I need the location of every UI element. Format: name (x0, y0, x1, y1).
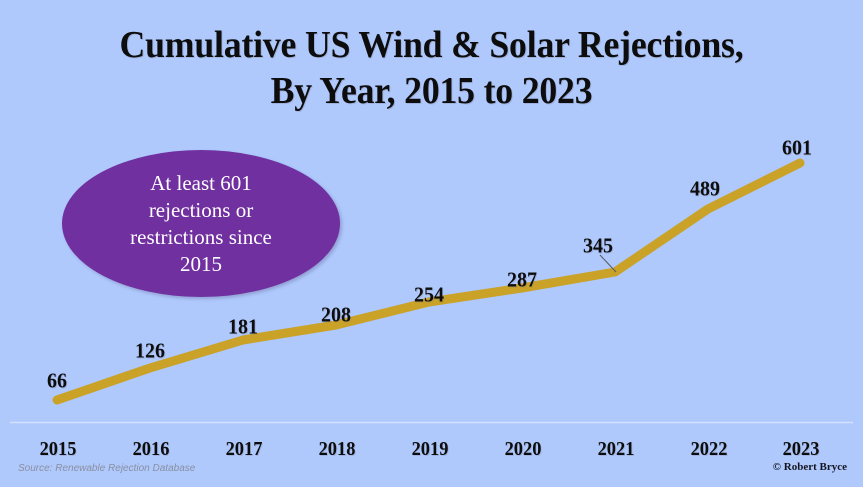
data-label-2019: 254 (414, 282, 444, 307)
x-axis-label-2022: 2022 (690, 438, 728, 460)
data-label-2015: 66 (47, 368, 67, 393)
data-label-2018: 208 (321, 302, 351, 327)
x-axis-label-2021: 2021 (597, 438, 635, 460)
data-series-line (52, 158, 805, 405)
source-note: Source: Renewable Rejection Database (18, 463, 196, 474)
x-axis-label-2018: 2018 (318, 438, 356, 460)
data-label-2020: 287 (507, 267, 537, 292)
x-axis-label-2016: 2016 (132, 438, 170, 460)
chart-title-line-2: By Year, 2015 to 2023 (270, 70, 593, 112)
chart-title: Cumulative US Wind & Solar Rejections, B… (26, 22, 837, 114)
data-label-2023: 601 (782, 135, 812, 160)
x-axis-label-2020: 2020 (504, 438, 542, 460)
data-label-2016: 126 (135, 338, 165, 363)
data-label-2021: 345 (583, 233, 613, 258)
x-axis-label-2019: 2019 (411, 438, 449, 460)
data-label-2017: 181 (228, 314, 258, 339)
x-axis-label-2015: 2015 (39, 438, 77, 460)
data-label-2022: 489 (690, 176, 720, 201)
leader-line-2021-icon (599, 254, 617, 273)
x-axis-label-2017: 2017 (225, 438, 263, 460)
copyright-note: © Robert Bryce (772, 461, 847, 473)
callout-ellipse: At least 601 rejections or restrictions … (62, 150, 340, 297)
callout-text: At least 601 rejections or restrictions … (130, 170, 272, 276)
chart-title-line-1: Cumulative US Wind & Solar Rejections, (119, 24, 744, 66)
x-axis-label-2023: 2023 (782, 438, 820, 460)
